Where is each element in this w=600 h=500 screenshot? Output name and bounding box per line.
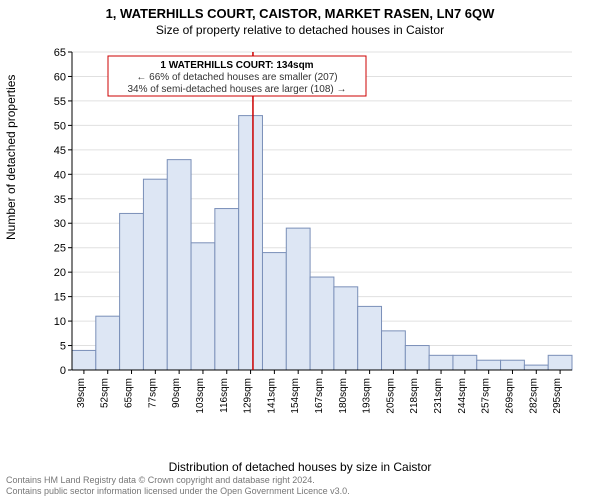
histogram-bar bbox=[310, 277, 334, 370]
x-tick-label: 193sqm bbox=[362, 378, 373, 414]
x-tick-label: 90sqm bbox=[171, 378, 182, 408]
y-tick-label: 40 bbox=[54, 169, 66, 181]
y-tick-label: 35 bbox=[54, 194, 66, 206]
x-tick-label: 231sqm bbox=[433, 378, 444, 414]
histogram-bar bbox=[405, 346, 429, 370]
histogram-bar bbox=[96, 316, 120, 370]
y-tick-label: 25 bbox=[54, 243, 66, 255]
histogram-bar bbox=[524, 365, 548, 370]
histogram-bar bbox=[358, 306, 382, 370]
x-axis-label: Distribution of detached houses by size … bbox=[0, 460, 600, 474]
footer-attribution: Contains HM Land Registry data © Crown c… bbox=[6, 475, 350, 496]
x-tick-label: 129sqm bbox=[243, 378, 254, 414]
x-tick-label: 65sqm bbox=[124, 378, 135, 408]
y-tick-label: 45 bbox=[54, 145, 66, 157]
histogram-bar bbox=[167, 160, 191, 370]
y-tick-label: 20 bbox=[54, 267, 66, 279]
histogram-bar bbox=[120, 213, 144, 370]
histogram-bar bbox=[239, 116, 263, 370]
histogram-plot: 0 5 10 15 20 25 30 35 40 45 50 55 60 65 39sqm 52sqm 65sq… bbox=[48, 48, 580, 432]
x-tick-label: 295sqm bbox=[552, 378, 563, 414]
histogram-bar bbox=[286, 228, 310, 370]
x-tick-label: 205sqm bbox=[385, 378, 396, 414]
histogram-bar bbox=[334, 287, 358, 370]
y-tick-label: 50 bbox=[54, 120, 66, 132]
x-tick-label: 77sqm bbox=[147, 378, 158, 408]
annotation-title: 1 WATERHILLS COURT: 134sqm bbox=[160, 60, 313, 71]
footer-line1: Contains HM Land Registry data © Crown c… bbox=[6, 475, 350, 485]
histogram-bar bbox=[191, 243, 215, 370]
y-axis-label: Number of detached properties bbox=[4, 75, 18, 240]
x-tick-label: 167sqm bbox=[314, 378, 325, 414]
histogram-bar bbox=[501, 360, 525, 370]
y-tick-label: 65 bbox=[54, 48, 66, 59]
x-tick-label: 218sqm bbox=[409, 378, 420, 414]
histogram-bar bbox=[382, 331, 406, 370]
y-tick-label: 55 bbox=[54, 96, 66, 108]
x-tick-label: 269sqm bbox=[504, 378, 515, 414]
chart-area: 0 5 10 15 20 25 30 35 40 45 50 55 60 65 39sqm 52sqm 65sq… bbox=[48, 48, 580, 432]
y-tick-label: 60 bbox=[54, 71, 66, 83]
x-tick-label: 52sqm bbox=[100, 378, 111, 408]
x-tick-label: 116sqm bbox=[219, 378, 230, 413]
y-tick-label: 5 bbox=[60, 341, 66, 353]
chart-title: 1, WATERHILLS COURT, CAISTOR, MARKET RAS… bbox=[0, 0, 600, 21]
histogram-bar bbox=[143, 179, 167, 370]
footer-line2: Contains public sector information licen… bbox=[6, 486, 350, 496]
x-tick-label: 244sqm bbox=[457, 378, 468, 414]
x-tick-label: 39sqm bbox=[76, 378, 87, 408]
x-tick-label: 103sqm bbox=[195, 378, 206, 414]
x-tick-label: 180sqm bbox=[338, 378, 349, 414]
histogram-bar bbox=[262, 253, 286, 370]
y-tick-label: 30 bbox=[54, 218, 66, 230]
annotation-line2: 34% of semi-detached houses are larger (… bbox=[127, 84, 346, 95]
histogram-bar bbox=[453, 355, 477, 370]
annotation-line1: ← 66% of detached houses are smaller (20… bbox=[136, 72, 337, 83]
y-tick-label: 15 bbox=[54, 292, 66, 304]
x-tick-label: 154sqm bbox=[290, 378, 301, 414]
histogram-bar bbox=[72, 350, 96, 370]
x-tick-label: 282sqm bbox=[528, 378, 539, 414]
x-tick-label: 257sqm bbox=[481, 378, 492, 414]
histogram-bar bbox=[477, 360, 501, 370]
y-tick-label: 0 bbox=[60, 365, 66, 377]
histogram-bar bbox=[215, 209, 239, 370]
y-tick-label: 10 bbox=[54, 316, 66, 328]
histogram-bar bbox=[429, 355, 453, 370]
chart-subtitle: Size of property relative to detached ho… bbox=[0, 21, 600, 37]
histogram-bar bbox=[548, 355, 572, 370]
x-tick-label: 141sqm bbox=[266, 378, 277, 414]
